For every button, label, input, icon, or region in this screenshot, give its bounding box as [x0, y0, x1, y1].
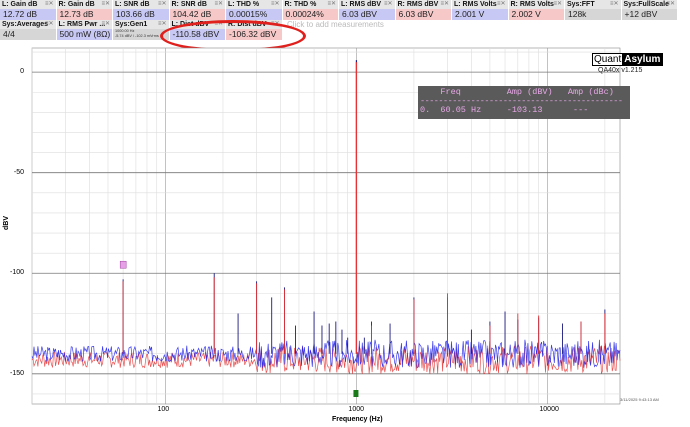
tile-menu-close-icon[interactable]: ≡✕ [157, 1, 167, 7]
tile-label: L: Gain dB [0, 0, 56, 9]
x-tick-label: 100 [157, 406, 170, 413]
version-label: QA40x v1.215 [598, 67, 643, 74]
measurement-tile[interactable]: L: RMS Pwr ... ≡✕ 500 mW (8Ω) [56, 20, 113, 40]
measurement-tile[interactable]: R: THD % ≡✕ 0.00024% [282, 0, 339, 20]
y-tick-label: -100 [9, 269, 24, 277]
measurement-tile[interactable]: R: RMS Volts ≡✕ 2.002 V [508, 0, 565, 20]
measurement-tile[interactable]: Sys:Averages ≡✕ 4/4 [0, 20, 57, 40]
tile-menu-close-icon[interactable]: ≡✕ [270, 1, 280, 7]
tile-value: 2.002 V [508, 9, 564, 20]
tile-value: +12 dBV [621, 9, 677, 20]
x-tick-label: 10000 [539, 406, 559, 413]
tile-value: 128k [565, 9, 621, 20]
tile-label: L: RMS dBV [339, 0, 395, 9]
tile-label: R: THD % [282, 0, 338, 9]
tile-menu-close-icon[interactable]: ≡✕ [440, 1, 449, 7]
tile-menu-close-icon[interactable]: ≡✕ [157, 21, 167, 27]
tile-label: L: RMS Volts [452, 0, 508, 9]
tile-menu-close-icon[interactable]: ≡✕ [44, 21, 54, 27]
add-measurements-hint[interactable]: Click to add measurements [287, 20, 384, 29]
tile-menu-close-icon[interactable]: ≡✕ [553, 1, 562, 7]
marker-table-divider: ----------------------------------------… [420, 96, 623, 106]
tile-value: 500 mW (8Ω) [56, 29, 112, 40]
tile-label: L: RMS Pwr ... [56, 20, 112, 29]
brand-logo: Quant Asylum [592, 53, 664, 66]
tile-label: Sys:FullScale [621, 0, 677, 9]
tile-menu-close-icon[interactable]: ≡✕ [101, 1, 110, 7]
tile-menu-close-icon[interactable]: ≡✕ [496, 1, 506, 7]
tile-label: R: RMS Volts [508, 0, 564, 9]
tile-label: Sys:Gen1 [113, 20, 169, 29]
measurement-tile[interactable]: Sys:FullScale ≡✕ +12 dBV [621, 0, 678, 20]
y-axis-label: dBV [3, 216, 10, 230]
tile-value: 0.00015% [226, 9, 282, 20]
marker-table-row: 0. 60.05 Hz -103.13 --- [420, 105, 589, 115]
measurement-tile[interactable]: L: RMS dBV ≡✕ 6.03 dBV [339, 0, 396, 20]
tile-label: L: SNR dB [113, 0, 169, 9]
tile-label: Sys:Averages [0, 20, 56, 29]
measurement-tile[interactable]: Sys:FFT ≡✕ 128k [565, 0, 622, 20]
measurement-tile[interactable]: Sys:Gen1 ≡✕ 1000.00 Hz -5.74 dBV / -102.3 … [113, 20, 170, 40]
measurement-tile[interactable]: L: Gain dB ≡✕ 12.72 dB [0, 0, 57, 20]
tile-value: 4/4 [0, 29, 56, 40]
tile-menu-close-icon[interactable]: ≡✕ [666, 1, 675, 7]
tile-label: R: Gain dB [56, 0, 112, 9]
tile-menu-close-icon[interactable]: ≡✕ [101, 21, 110, 27]
tile-menu-close-icon[interactable]: ≡✕ [214, 1, 223, 7]
y-tick-label: -50 [13, 168, 24, 176]
brand-right: Asylum [622, 54, 663, 65]
tile-value: 6.03 dBV [339, 9, 395, 20]
tile-value: 12.73 dB [56, 9, 112, 20]
tile-value: 6.03 dBV [395, 9, 451, 20]
y-tick-label: 0 [20, 68, 24, 76]
tile-value: 1000.00 Hz -5.74 dBV / -102.3 mVrms [113, 29, 169, 40]
tile-menu-close-icon[interactable]: ≡✕ [327, 1, 336, 7]
measurement-tile[interactable]: L: SNR dB ≡✕ 103.66 dB [113, 0, 170, 20]
measurement-tile[interactable]: L: RMS Volts ≡✕ 2.001 V [452, 0, 509, 20]
brand-left: Quant [593, 54, 623, 65]
tile-value: 103.66 dB [113, 9, 169, 20]
tile-label: L: THD % [226, 0, 282, 9]
tile-value: 2.001 V [452, 9, 508, 20]
tile-menu-close-icon[interactable]: ≡✕ [609, 1, 619, 7]
tile-label: Sys:FFT [565, 0, 621, 9]
measurement-tile[interactable]: R: SNR dB ≡✕ 104.42 dB [169, 0, 226, 20]
marker-table: Freq Amp (dBV) Amp (dBc) ---------------… [418, 86, 630, 119]
x-axis-label: Frequency (Hz) [332, 416, 383, 423]
tile-value: 0.00024% [282, 9, 338, 20]
tile-menu-close-icon[interactable]: ≡✕ [383, 1, 393, 7]
x-tick-label: 1000 [348, 406, 364, 413]
tile-label: R: SNR dB [169, 0, 225, 9]
tile-menu-close-icon[interactable]: ≡✕ [44, 1, 54, 7]
y-tick-label: -150 [9, 369, 24, 377]
measurement-row-1: L: Gain dB ≡✕ 12.72 dB R: Gain dB ≡✕ 12.73 … [0, 0, 690, 20]
tile-value: 12.72 dB [0, 9, 56, 20]
tile-label: R: RMS dBV [395, 0, 451, 9]
measurement-tile[interactable]: L: THD % ≡✕ 0.00015% [226, 0, 283, 20]
tile-value: 104.42 dB [169, 9, 225, 20]
timestamp: 3/11/2025 9:43:13 AM [620, 397, 659, 402]
measurement-tile[interactable]: R: Gain dB ≡✕ 12.73 dB [56, 0, 113, 20]
marker-table-header: Freq Amp (dBV) Amp (dBc) [420, 87, 614, 97]
measurement-tile[interactable]: R: RMS dBV ≡✕ 6.03 dBV [395, 0, 452, 20]
